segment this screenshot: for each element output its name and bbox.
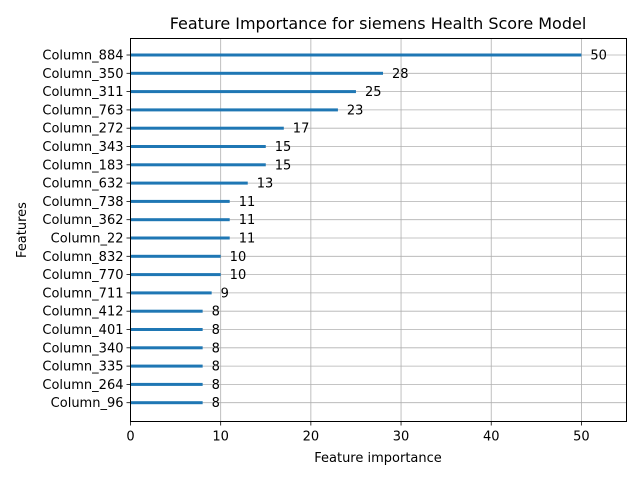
data-label: 10 — [230, 250, 247, 265]
bar — [130, 181, 248, 185]
y-tick-label: Column_340 — [42, 341, 123, 356]
bar — [130, 90, 356, 94]
y-tick-label: Column_632 — [42, 177, 123, 192]
data-label: 28 — [392, 67, 409, 82]
bar — [130, 236, 230, 240]
bar — [130, 163, 266, 167]
y-tick-label: Column_272 — [42, 122, 123, 137]
data-label: 11 — [239, 232, 256, 247]
data-label: 13 — [257, 177, 274, 192]
bar — [130, 53, 582, 57]
bar-layer — [130, 53, 582, 405]
data-label: 8 — [212, 378, 220, 393]
y-tick-label: Column_884 — [42, 49, 123, 64]
bar — [130, 346, 203, 350]
data-label: 50 — [590, 49, 607, 64]
x-tick-label: 30 — [393, 430, 410, 445]
bar — [130, 199, 230, 203]
data-label: 15 — [275, 140, 292, 155]
data-label: 11 — [239, 213, 256, 228]
chart-title: Feature Importance for siemens Health Sc… — [170, 14, 587, 33]
y-tick-layer: Column_884 Column_350 Column_311 Column_763… — [42, 49, 131, 411]
data-label: 23 — [347, 103, 364, 118]
x-axis-label: Feature importance — [314, 451, 442, 466]
x-tick-label: 10 — [212, 430, 229, 445]
bar — [130, 382, 203, 386]
y-tick-label: Column_22 — [51, 232, 124, 247]
bar — [130, 145, 266, 148]
bar — [130, 328, 203, 331]
data-label: 8 — [212, 341, 220, 356]
y-tick-label: Column_770 — [42, 268, 123, 283]
data-label: 8 — [212, 360, 220, 375]
y-tick-label: Column_264 — [42, 378, 123, 393]
y-tick-label: Column_401 — [42, 323, 123, 338]
y-tick-label: Column_711 — [42, 286, 123, 301]
data-label: 15 — [275, 158, 292, 173]
bar — [130, 309, 203, 313]
y-tick-label: Column_183 — [42, 158, 123, 173]
data-label: 9 — [221, 286, 229, 301]
y-tick-label: Column_335 — [42, 360, 123, 375]
y-tick-label: Column_311 — [42, 85, 123, 100]
y-axis-label: Features — [15, 202, 30, 258]
y-tick-label: Column_362 — [42, 213, 123, 228]
bar — [130, 108, 338, 112]
x-tick-label: 50 — [573, 430, 590, 445]
data-label: 8 — [212, 396, 220, 411]
y-tick-label: Column_412 — [42, 305, 123, 320]
y-tick-label: Column_832 — [42, 250, 123, 265]
data-label: 10 — [230, 268, 247, 283]
bar — [130, 401, 203, 405]
bar — [130, 254, 221, 258]
x-tick-label: 40 — [483, 430, 500, 445]
y-tick-label: Column_350 — [42, 67, 123, 82]
x-tick-label: 20 — [303, 430, 320, 445]
bar — [130, 273, 221, 277]
data-label: 8 — [212, 305, 220, 320]
y-tick-label: Column_343 — [42, 140, 123, 155]
data-label: 8 — [212, 323, 220, 338]
plot-area-frame — [130, 38, 627, 422]
data-label: 25 — [365, 85, 382, 100]
x-tick-layer: 0 10 20 30 40 50 — [126, 421, 590, 445]
y-tick-label: Column_763 — [42, 103, 123, 118]
data-label: 11 — [239, 195, 256, 210]
data-label: 17 — [293, 122, 310, 137]
x-tick-label: 0 — [126, 430, 134, 445]
bar — [130, 126, 284, 130]
bar — [130, 364, 203, 368]
y-tick-label: Column_738 — [42, 195, 123, 210]
bar — [130, 291, 212, 295]
y-tick-label: Column_96 — [51, 396, 124, 411]
bar — [130, 218, 230, 222]
bar — [130, 71, 384, 75]
